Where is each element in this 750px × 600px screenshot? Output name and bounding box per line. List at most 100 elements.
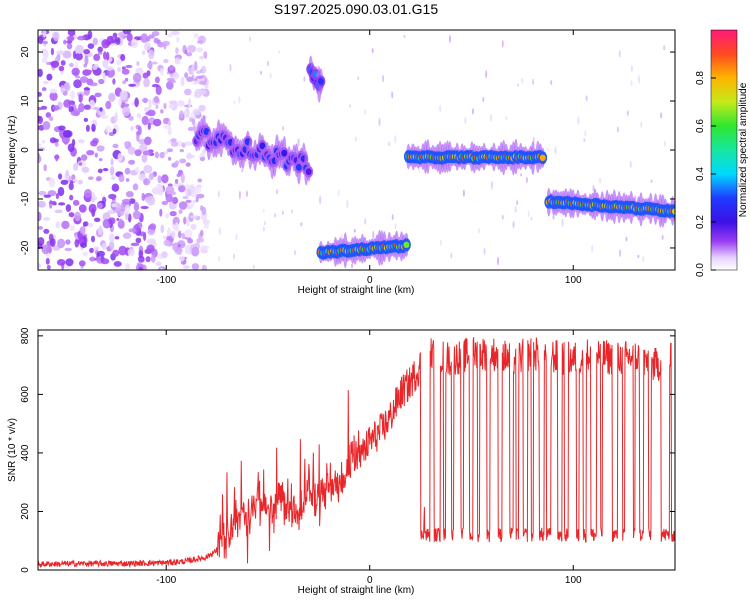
noise-blob xyxy=(87,30,93,39)
noise-blob xyxy=(118,245,127,256)
noise-blob xyxy=(105,100,112,110)
noise-blob xyxy=(203,221,209,229)
noise-blob xyxy=(185,52,193,57)
noise-blob xyxy=(136,113,142,118)
snr-y-tick-label: 800 xyxy=(20,327,31,344)
noise-blob xyxy=(94,152,99,158)
noise-blob xyxy=(93,246,100,251)
noise-blob xyxy=(183,265,190,269)
noise-blob xyxy=(168,100,178,105)
noise-blob xyxy=(262,226,265,232)
noise-blob xyxy=(616,126,619,133)
noise-blob xyxy=(252,264,255,269)
noise-blob xyxy=(516,200,519,206)
noise-blob xyxy=(177,140,183,147)
noise-blob xyxy=(43,164,47,172)
noise-blob xyxy=(114,112,118,122)
noise-blob xyxy=(155,261,162,267)
noise-blob xyxy=(196,40,204,44)
noise-blob xyxy=(449,35,451,43)
noise-blob xyxy=(125,191,134,198)
snr-y-tick-label: 200 xyxy=(20,503,31,520)
noise-blob xyxy=(198,80,207,85)
noise-blob xyxy=(126,32,133,42)
noise-blob xyxy=(200,245,207,254)
noise-blob xyxy=(144,136,152,146)
noise-blob xyxy=(128,228,137,233)
noise-blob xyxy=(53,31,60,42)
noise-blob xyxy=(517,83,520,87)
noise-blob xyxy=(75,52,83,61)
noise-blob xyxy=(116,218,120,221)
noise-blob xyxy=(46,73,53,81)
noise-blob xyxy=(238,96,241,104)
noise-blob xyxy=(69,194,74,201)
noise-blob xyxy=(394,223,397,230)
noise-blob xyxy=(391,214,394,221)
noise-blob xyxy=(185,199,192,203)
noise-blob xyxy=(52,138,59,143)
noise-blob xyxy=(478,228,481,234)
noise-blob xyxy=(58,202,66,206)
noise-blob xyxy=(552,215,555,220)
noise-blob xyxy=(73,79,82,89)
noise-blob xyxy=(96,202,103,209)
noise-blob xyxy=(108,209,114,214)
noise-blob xyxy=(102,212,111,221)
spectrogram-y-tick-label: 20 xyxy=(20,46,31,58)
noise-blob xyxy=(161,200,169,206)
colorbar-tick-label: 0.2 xyxy=(695,215,706,229)
noise-blob xyxy=(349,104,351,108)
noise-blob xyxy=(174,222,179,231)
noise-blob xyxy=(70,90,75,100)
noise-blob xyxy=(663,140,666,147)
noise-blob xyxy=(266,60,269,67)
noise-blob xyxy=(81,166,90,173)
noise-blob xyxy=(72,162,79,171)
noise-blob xyxy=(42,30,47,38)
noise-blob xyxy=(38,92,42,97)
noise-blob xyxy=(142,50,146,56)
noise-blob xyxy=(166,81,174,90)
noise-blob xyxy=(67,30,76,37)
noise-blob xyxy=(169,80,177,83)
noise-blob xyxy=(134,149,142,157)
noise-blob xyxy=(103,51,107,60)
noise-blob xyxy=(151,61,158,65)
noise-blob xyxy=(98,78,105,85)
noise-blob xyxy=(180,76,185,87)
noise-blob xyxy=(269,73,272,79)
noise-blob xyxy=(170,30,180,36)
noise-blob xyxy=(74,75,81,79)
noise-blob xyxy=(122,232,132,239)
noise-blob xyxy=(38,263,41,269)
noise-blob xyxy=(137,125,142,136)
noise-blob xyxy=(194,122,199,127)
noise-blob xyxy=(117,153,123,162)
noise-blob xyxy=(485,70,488,79)
noise-blob xyxy=(650,179,653,183)
noise-blob xyxy=(67,143,75,152)
spectrogram-y-tick-label: -20 xyxy=(20,240,31,255)
noise-blob xyxy=(74,44,84,55)
snr-series-line xyxy=(38,337,675,569)
snr-panel: -100 0 100 0 200 400 600 800 Height of straight… xyxy=(7,327,676,596)
noise-blob xyxy=(353,228,356,233)
noise-blob xyxy=(140,33,148,43)
noise-blob xyxy=(203,51,208,59)
spectrogram-y-axis-label: Frequency (Hz) xyxy=(7,116,18,185)
noise-blob xyxy=(135,237,142,244)
noise-blob xyxy=(184,49,188,55)
noise-blob xyxy=(520,173,523,177)
noise-blob xyxy=(183,216,187,225)
noise-blob xyxy=(199,156,206,162)
noise-blob xyxy=(238,190,241,200)
noise-blob xyxy=(276,189,279,195)
noise-blob xyxy=(96,145,105,152)
noise-blob xyxy=(178,255,185,262)
noise-blob xyxy=(79,226,86,235)
noise-blob xyxy=(179,110,184,119)
noise-blob xyxy=(174,57,181,65)
noise-blob xyxy=(198,104,206,112)
